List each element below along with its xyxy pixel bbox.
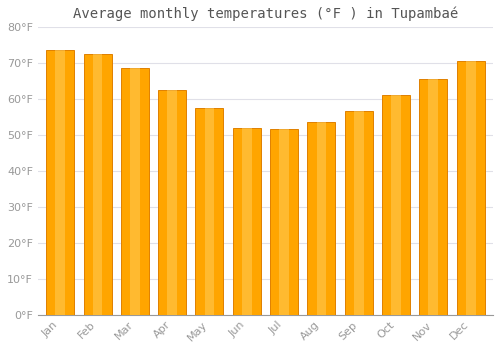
Bar: [279, 130, 289, 315]
Title: Average monthly temperatures (°F ) in Tupambaé: Average monthly temperatures (°F ) in Tu…: [73, 7, 458, 21]
Bar: [456, 61, 484, 315]
Bar: [92, 54, 102, 315]
Bar: [420, 79, 448, 315]
Bar: [316, 122, 326, 315]
Bar: [391, 95, 401, 315]
Bar: [158, 90, 186, 315]
Bar: [382, 95, 410, 315]
Bar: [46, 50, 74, 315]
Bar: [242, 128, 252, 315]
Bar: [204, 108, 214, 315]
Bar: [308, 122, 336, 315]
Bar: [270, 130, 298, 315]
Bar: [121, 68, 149, 315]
Bar: [56, 50, 65, 315]
Bar: [84, 54, 112, 315]
Bar: [344, 111, 372, 315]
Bar: [466, 61, 475, 315]
Bar: [354, 111, 364, 315]
Bar: [233, 128, 261, 315]
Bar: [130, 68, 140, 315]
Bar: [428, 79, 438, 315]
Bar: [196, 108, 224, 315]
Bar: [167, 90, 177, 315]
